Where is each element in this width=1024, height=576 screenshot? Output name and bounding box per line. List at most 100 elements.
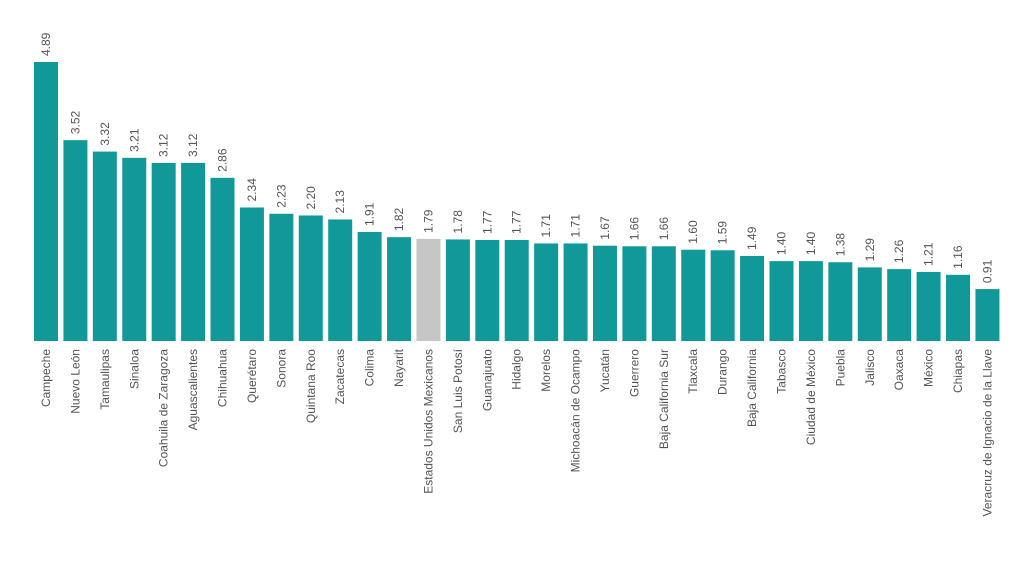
value-label-morelos: 1.71 xyxy=(539,214,553,238)
value-label-chiapas: 1.16 xyxy=(951,245,965,269)
category-label-tlaxcala: Tlaxcala xyxy=(686,349,700,394)
category-label-tabasco: Tabasco xyxy=(775,349,789,394)
value-label-baja-california-sur: 1.66 xyxy=(657,217,671,241)
bar-yucatan xyxy=(592,245,617,341)
bar-durango xyxy=(710,250,735,341)
value-label-veracruz-de-ignacio-de-la-llave: 0.91 xyxy=(980,259,994,283)
value-label-queretaro: 2.34 xyxy=(245,178,259,202)
value-label-coahuila-de-zaragoza: 3.12 xyxy=(157,133,171,157)
category-label-michoacan-de-ocampo: Michoacán de Ocampo xyxy=(569,349,583,473)
bar-hidalgo xyxy=(504,240,529,341)
category-label-veracruz-de-ignacio-de-la-llave: Veracruz de Ignacio de la Llave xyxy=(980,349,994,517)
value-label-oaxaca: 1.26 xyxy=(892,239,906,263)
value-label-yucatan: 1.67 xyxy=(598,216,612,240)
value-label-quintana-roo: 2.20 xyxy=(304,186,318,210)
value-label-zacatecas: 2.13 xyxy=(333,190,347,214)
value-label-aguascalientes: 3.12 xyxy=(186,133,200,157)
value-label-campeche: 4.89 xyxy=(39,32,53,56)
category-label-tamaulipas: Tamaulipas xyxy=(98,349,112,410)
bar-baja-california xyxy=(740,255,765,341)
bar-mexico xyxy=(916,271,941,341)
value-label-tlaxcala: 1.60 xyxy=(686,220,700,244)
category-label-nuevo-leon: Nuevo León xyxy=(68,349,82,414)
bar-sonora xyxy=(269,213,294,341)
bar-quintana-roo xyxy=(298,215,323,341)
category-label-yucatan: Yucatán xyxy=(598,349,612,392)
bar-morelos xyxy=(534,243,559,341)
bar-guanajuato xyxy=(475,240,500,341)
bars-group xyxy=(34,62,1000,341)
value-label-chihuahua: 2.86 xyxy=(216,148,230,172)
value-label-estados-unidos-mexicanos: 1.79 xyxy=(421,209,435,233)
value-label-mexico: 1.21 xyxy=(922,242,936,266)
value-label-sonora: 2.23 xyxy=(274,184,288,208)
category-label-nayarit: Nayarit xyxy=(392,348,406,387)
bar-campeche xyxy=(34,62,58,341)
bar-michoacan-de-ocampo xyxy=(563,243,588,341)
category-label-jalisco: Jalisco xyxy=(863,349,877,386)
value-label-michoacan-de-ocampo: 1.71 xyxy=(569,214,583,238)
value-labels-group: 4.89 3.52 3.32 3.21 3.12 3.12 2.86 2.34 2.23 2.20… xyxy=(39,32,994,283)
value-label-tabasco: 1.40 xyxy=(775,231,789,255)
category-label-aguascalientes: Aguascalientes xyxy=(186,349,200,430)
value-label-ciudad-de-mexico: 1.40 xyxy=(804,231,818,255)
category-label-puebla: Puebla xyxy=(833,349,847,387)
bar-nayarit xyxy=(387,237,412,341)
category-label-guanajuato: Guanajuato xyxy=(480,349,494,411)
category-label-coahuila-de-zaragoza: Coahuila de Zaragoza xyxy=(157,349,171,467)
value-label-guerrero: 1.66 xyxy=(627,217,641,241)
category-label-sinaloa: Sinaloa xyxy=(127,349,141,389)
bar-sinaloa xyxy=(122,157,147,341)
bar-aguascalientes xyxy=(181,162,206,341)
value-label-jalisco: 1.29 xyxy=(863,238,877,262)
value-label-puebla: 1.38 xyxy=(833,233,847,257)
bar-tamaulipas xyxy=(92,151,117,341)
bar-chiapas xyxy=(946,274,971,341)
category-label-durango: Durango xyxy=(716,349,730,395)
value-label-baja-california: 1.49 xyxy=(745,226,759,250)
bar-nuevo-leon xyxy=(63,140,88,341)
value-label-sinaloa: 3.21 xyxy=(127,128,141,152)
bar-ciudad-de-mexico xyxy=(798,261,823,341)
category-label-sonora: Sonora xyxy=(274,349,288,388)
value-label-tamaulipas: 3.32 xyxy=(98,122,112,146)
bar-estados-unidos-mexicanos xyxy=(416,238,441,341)
category-label-guerrero: Guerrero xyxy=(627,349,641,397)
bar-puebla xyxy=(828,262,853,341)
value-label-guanajuato: 1.77 xyxy=(480,210,494,234)
bar-chihuahua xyxy=(210,177,235,341)
bar-san-luis-potosi xyxy=(445,239,470,341)
category-label-san-luis-potosi: San Luis Potosí xyxy=(451,348,465,433)
category-label-queretaro: Querétaro xyxy=(245,349,259,403)
value-label-durango: 1.59 xyxy=(716,221,730,245)
category-label-chiapas: Chiapas xyxy=(951,349,965,393)
category-label-morelos: Morelos xyxy=(539,349,553,392)
category-label-baja-california-sur: Baja California Sur xyxy=(657,349,671,449)
bar-coahuila-de-zaragoza xyxy=(151,162,176,341)
category-label-baja-california: Baja California xyxy=(745,349,759,427)
category-label-ciudad-de-mexico: Ciudad de México xyxy=(804,349,818,445)
value-label-san-luis-potosi: 1.78 xyxy=(451,210,465,234)
bar-colima xyxy=(357,232,382,341)
category-labels-group: Campeche Nuevo León Tamaulipas Sinaloa Coahu… xyxy=(39,348,994,516)
category-label-hidalgo: Hidalgo xyxy=(510,349,524,390)
category-label-estados-unidos-mexicanos: Estados Unidos Mexicanos xyxy=(421,349,435,494)
value-label-nayarit: 1.82 xyxy=(392,207,406,231)
category-label-chihuahua: Chihuahua xyxy=(216,349,230,407)
value-label-colima: 1.91 xyxy=(363,202,377,226)
category-label-oaxaca: Oaxaca xyxy=(892,349,906,391)
category-label-mexico: México xyxy=(922,349,936,387)
bar-jalisco xyxy=(857,267,882,341)
value-label-nuevo-leon: 3.52 xyxy=(68,110,82,134)
bar-baja-california-sur xyxy=(651,246,676,341)
bar-oaxaca xyxy=(887,269,912,341)
value-label-hidalgo: 1.77 xyxy=(510,210,524,234)
category-label-zacatecas: Zacatecas xyxy=(333,349,347,404)
bar-guerrero xyxy=(622,246,647,341)
bar-queretaro xyxy=(239,207,264,341)
category-label-campeche: Campeche xyxy=(39,349,53,407)
category-label-colima: Colima xyxy=(363,349,377,387)
category-label-quintana-roo: Quintana Roo xyxy=(304,349,318,423)
bar-tlaxcala xyxy=(681,249,706,341)
